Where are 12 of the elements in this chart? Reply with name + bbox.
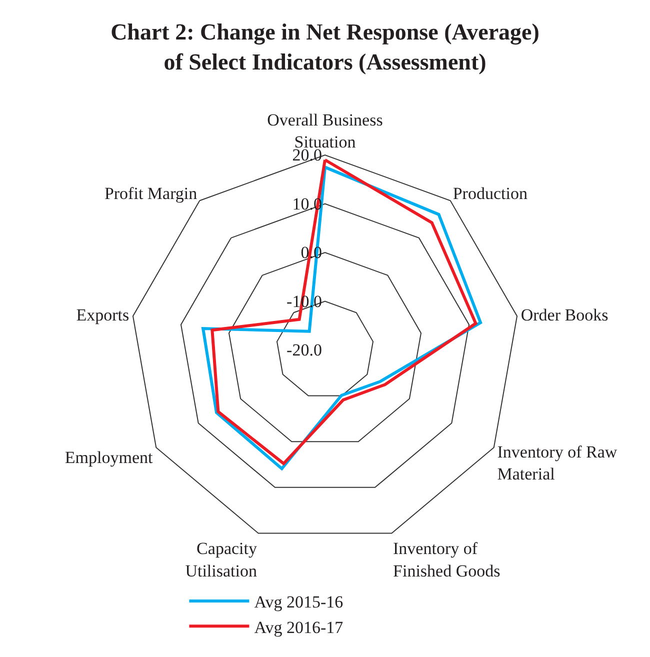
legend-label: Avg 2016-17 bbox=[254, 618, 344, 637]
spoke-label: Production bbox=[452, 184, 528, 203]
legend-label: Avg 2015-16 bbox=[254, 592, 344, 612]
spoke-label: Employment bbox=[64, 448, 154, 468]
spoke-label: Capacity Utilisation bbox=[185, 539, 258, 580]
spoke-label: Order Books bbox=[520, 306, 608, 325]
spoke-label: Inventory of Finished Goods bbox=[393, 539, 500, 580]
spoke-label: Exports bbox=[76, 306, 130, 325]
chart-title: Chart 2: Change in Net Response (Average) of Select Indicators (Assessment) bbox=[110, 19, 540, 74]
spoke-label: Inventory of Raw Material bbox=[497, 442, 618, 484]
y-tick-label: -20.0 bbox=[286, 340, 322, 360]
spoke-label: Profit Margin bbox=[104, 184, 198, 203]
